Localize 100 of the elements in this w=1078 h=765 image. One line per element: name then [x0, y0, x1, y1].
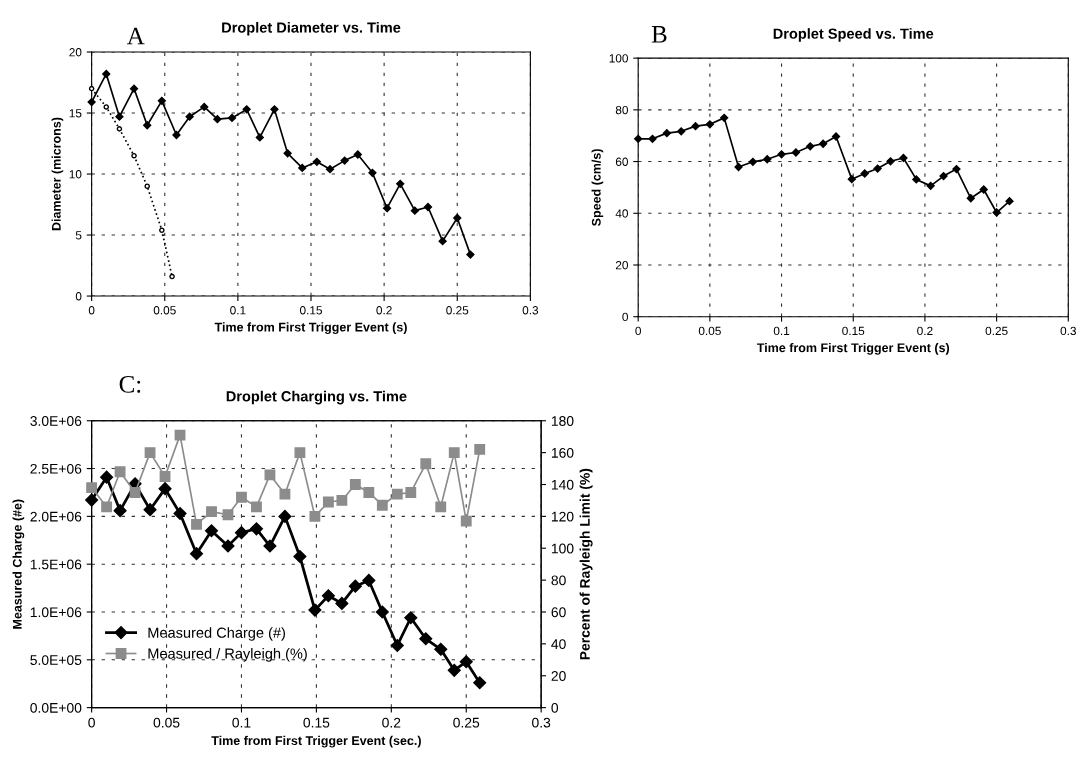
- y-tick-label: 5: [75, 231, 82, 240]
- point: [390, 638, 404, 653]
- point: [87, 97, 96, 107]
- point: [348, 579, 362, 593]
- point: [763, 155, 772, 164]
- chart-title: Droplet Charging vs. Time: [226, 390, 407, 405]
- point: [886, 157, 895, 166]
- point: [648, 134, 657, 143]
- x-tick-label: 0.2: [917, 326, 933, 336]
- point: [221, 539, 235, 553]
- y-axis-title: Diameter (microns): [51, 117, 64, 231]
- point: [363, 487, 375, 498]
- point: [129, 84, 139, 93]
- point: [100, 470, 114, 484]
- point: [926, 181, 935, 191]
- point: [453, 213, 462, 223]
- y2-tick-label: 0: [551, 702, 559, 713]
- text: C:: [119, 375, 141, 393]
- point: [423, 202, 433, 212]
- y-tick-label: 20: [615, 261, 628, 270]
- y-tick-label: 80: [615, 105, 628, 115]
- point: [143, 121, 152, 130]
- point: [435, 501, 447, 513]
- point: [169, 273, 175, 280]
- chart-title: Droplet Speed vs. Time: [773, 28, 934, 42]
- x-tick-label: 0.3: [532, 717, 551, 728]
- point: [362, 573, 376, 587]
- text: A: [126, 27, 145, 45]
- point: [294, 447, 306, 459]
- legend-label: Measured Charge (#): [148, 627, 285, 641]
- y-tick-label: 0: [75, 292, 82, 301]
- point: [189, 547, 204, 561]
- point: [222, 509, 234, 521]
- point: [353, 150, 362, 159]
- y2-tick-label: 40: [551, 639, 566, 650]
- y-tick-label: 2.5E+06: [30, 463, 82, 474]
- point: [349, 479, 361, 490]
- y2-tick-label: 160: [551, 447, 574, 458]
- text: B: [651, 26, 667, 43]
- point: [777, 150, 786, 159]
- y-tick-label: 10: [69, 170, 82, 179]
- x-tick-label: 0.05: [698, 326, 721, 336]
- x-axis-title: Time from First Trigger Event (s): [214, 322, 407, 335]
- point: [293, 549, 307, 564]
- point: [473, 676, 487, 690]
- point: [113, 504, 127, 518]
- point: [966, 194, 975, 203]
- point: [434, 642, 448, 656]
- point: [101, 501, 113, 513]
- point: [227, 113, 237, 123]
- y-tick-label: 1.0E+06: [30, 607, 82, 618]
- y-tick-label: 100: [609, 54, 628, 63]
- point: [1005, 196, 1014, 206]
- point: [448, 447, 460, 459]
- x-tick-label: 0.15: [303, 717, 330, 728]
- x-tick-label: 0.15: [842, 326, 865, 336]
- point: [129, 487, 141, 498]
- x-tick-label: 0.2: [376, 306, 392, 315]
- point: [419, 632, 433, 646]
- legend-label: Measured / Rayleigh (%): [148, 648, 307, 662]
- point: [405, 487, 417, 498]
- point: [309, 510, 321, 522]
- y-tick-label: 5.0E+05: [30, 655, 82, 665]
- point: [376, 499, 388, 511]
- x-tick-label: 0.25: [446, 306, 469, 315]
- x-tick-label: 0: [88, 306, 95, 315]
- x-tick-label: 0: [88, 717, 95, 728]
- point: [336, 495, 348, 506]
- x-axis-title: Time from First Trigger Event (s): [756, 342, 950, 355]
- x-tick-label: 0.25: [985, 326, 1008, 336]
- point: [447, 663, 461, 677]
- point: [873, 164, 882, 173]
- point: [952, 164, 961, 174]
- point: [466, 250, 475, 259]
- point: [85, 493, 99, 507]
- point: [115, 112, 124, 121]
- point: [249, 522, 263, 536]
- y-tick-label: 20: [69, 48, 82, 57]
- y2-tick-label: 80: [551, 575, 566, 586]
- y-axis-title: Measured Charge (#e): [12, 499, 25, 629]
- x-tick-label: 0.15: [299, 306, 322, 315]
- point: [705, 120, 714, 129]
- y-tick-label: 3.0E+06: [30, 416, 82, 426]
- point: [806, 142, 815, 151]
- point: [114, 466, 126, 478]
- point: [404, 611, 418, 625]
- point: [748, 157, 758, 166]
- point: [720, 113, 729, 123]
- point: [382, 204, 392, 213]
- point: [143, 503, 157, 517]
- point: [278, 509, 292, 523]
- point: [103, 104, 110, 110]
- x-tick-label: 0.1: [230, 306, 246, 315]
- y-axis-title: Speed (cm/s): [591, 149, 604, 226]
- point: [116, 126, 123, 132]
- x-tick-label: 0.05: [153, 717, 180, 728]
- point: [979, 185, 988, 194]
- point: [691, 122, 700, 131]
- point: [634, 134, 643, 143]
- point: [312, 157, 321, 166]
